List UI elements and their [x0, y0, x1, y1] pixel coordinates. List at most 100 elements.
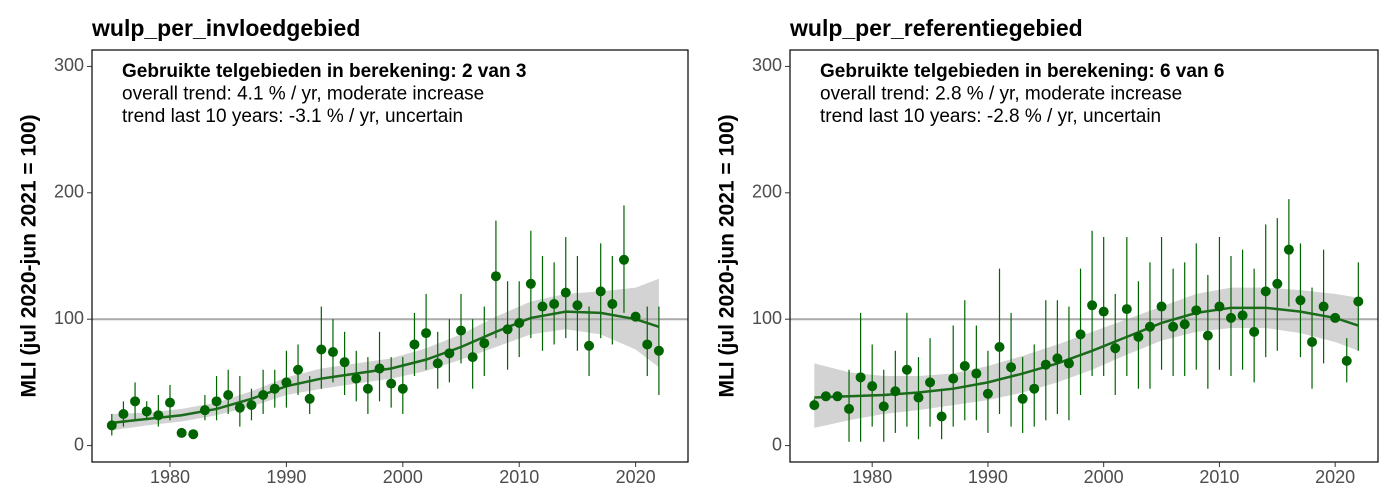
y-tick-label: 0 — [74, 434, 84, 454]
data-point — [1133, 331, 1144, 342]
annotation: Gebruikte telgebieden in berekening: 2 v… — [122, 61, 526, 82]
data-point — [844, 403, 855, 414]
data-point — [1017, 393, 1028, 404]
data-point — [867, 381, 878, 392]
data-point — [374, 363, 385, 374]
data-point — [1318, 301, 1329, 312]
y-tick-label: 200 — [752, 182, 782, 202]
x-tick-label: 2020 — [1315, 467, 1355, 487]
data-point — [560, 287, 571, 298]
data-point — [618, 254, 629, 265]
data-point — [258, 390, 269, 401]
data-point — [901, 364, 912, 375]
data-point — [653, 345, 664, 356]
annotation: overall trend: 4.1 % / yr, moderate incr… — [122, 84, 484, 105]
panel-title: wulp_per_invloedgebied — [91, 15, 360, 41]
data-point — [130, 396, 141, 407]
data-point — [1075, 329, 1086, 340]
data-point — [948, 373, 959, 384]
panel: wulp_per_referentiegebied MLI (jul 2020-j… — [716, 15, 1379, 487]
data-point — [479, 338, 490, 349]
x-tick-label: 2000 — [1084, 467, 1124, 487]
data-point — [1098, 306, 1109, 317]
data-point — [153, 410, 164, 421]
data-point — [1260, 286, 1271, 297]
annotation: trend last 10 years: -3.1 % / yr, uncert… — [122, 106, 463, 127]
data-point — [525, 278, 536, 289]
data-point — [1110, 343, 1121, 354]
data-point — [502, 324, 513, 335]
data-point — [304, 393, 315, 404]
data-point — [1087, 300, 1098, 311]
data-point — [994, 341, 1005, 352]
data-point — [362, 383, 373, 394]
data-point — [959, 360, 970, 371]
y-axis-label: MLI (jul 2020-jun 2021 = 100) — [18, 114, 41, 397]
data-point — [1191, 305, 1202, 316]
x-tick-label: 1980 — [150, 467, 190, 487]
data-point — [855, 372, 866, 383]
data-point — [642, 339, 653, 350]
x-tick-label: 2010 — [499, 467, 539, 487]
panel-title: wulp_per_referentiegebied — [789, 15, 1083, 41]
data-point — [141, 406, 152, 417]
data-point — [936, 411, 947, 422]
data-point — [1283, 244, 1294, 255]
data-point — [1006, 362, 1017, 373]
data-point — [106, 420, 117, 431]
data-point — [1237, 310, 1248, 321]
annotation: trend last 10 years: -2.8 % / yr, uncert… — [820, 106, 1161, 127]
x-tick-label: 2010 — [1199, 467, 1239, 487]
data-point — [820, 391, 831, 402]
data-point — [1063, 358, 1074, 369]
data-point — [1121, 304, 1132, 315]
data-point — [269, 383, 280, 394]
data-point — [1307, 336, 1318, 347]
data-point — [1272, 278, 1283, 289]
data-point — [327, 347, 338, 358]
data-point — [1226, 312, 1236, 323]
data-point — [281, 377, 292, 388]
data-point — [164, 397, 175, 408]
data-point — [293, 364, 304, 375]
x-tick-label: 1990 — [266, 467, 306, 487]
y-tick-label: 200 — [54, 182, 84, 202]
data-point — [351, 373, 362, 384]
data-point — [1341, 355, 1352, 366]
data-point — [467, 352, 478, 363]
data-point — [630, 311, 641, 322]
data-point — [339, 357, 350, 368]
data-point — [421, 328, 432, 339]
trend-line — [814, 306, 1359, 399]
data-point — [1214, 301, 1225, 312]
annotation: Gebruikte telgebieden in berekening: 6 v… — [820, 61, 1224, 82]
data-point — [1179, 319, 1190, 330]
data-point — [607, 299, 618, 310]
data-point — [982, 388, 993, 399]
data-point — [1249, 326, 1260, 337]
data-point — [832, 391, 843, 402]
data-point — [584, 340, 595, 351]
data-point — [971, 368, 982, 379]
data-point — [199, 405, 210, 416]
x-tick-label: 1990 — [968, 467, 1008, 487]
data-point — [1029, 383, 1040, 394]
x-tick-label: 1980 — [852, 467, 892, 487]
y-tick-label: 300 — [54, 55, 84, 75]
data-point — [456, 325, 467, 336]
data-point — [444, 348, 455, 359]
data-point — [1295, 295, 1306, 306]
data-point — [572, 300, 583, 311]
data-point — [925, 377, 936, 388]
panel: wulp_per_invloedgebied MLI (jul 2020-jun … — [18, 15, 689, 487]
data-point — [316, 344, 327, 355]
y-tick-label: 0 — [772, 434, 782, 454]
data-point — [1144, 321, 1155, 332]
data-point — [1040, 359, 1051, 370]
x-tick-label: 2020 — [616, 467, 656, 487]
plot-area — [92, 205, 688, 440]
plot-border — [91, 49, 689, 463]
data-point — [890, 386, 901, 397]
data-point — [1168, 321, 1179, 332]
